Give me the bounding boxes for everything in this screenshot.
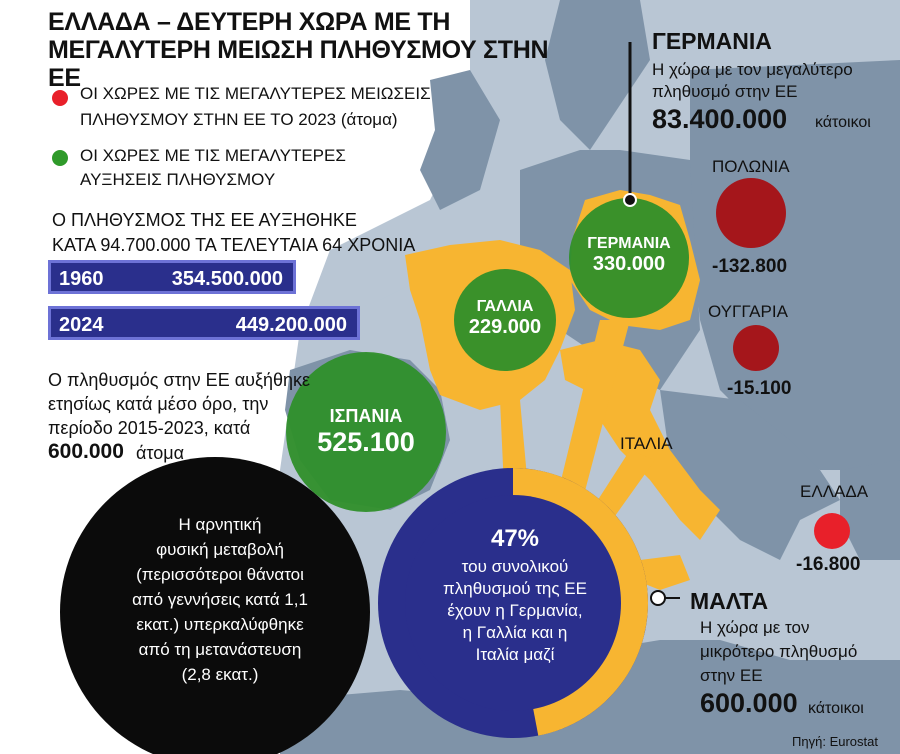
france-name: ΓΑΛΛΙΑ <box>476 298 534 315</box>
malta-note-unit: κάτοικοι <box>808 700 864 717</box>
eu-share-line: έχουν η Γερμανία, <box>447 601 583 620</box>
natural-change-circle <box>60 457 370 754</box>
malta-note-number: 600.000 <box>700 688 798 718</box>
natural-change-line: από γεννήσεις κατά 1,1 <box>132 590 308 609</box>
natural-change-line: (περισσότεροι θάνατοι <box>136 565 304 584</box>
greece-value: -16.800 <box>796 554 861 575</box>
france-value: 229.000 <box>468 316 542 338</box>
legend-green-line1: ΟΙ ΧΩΡΕΣ ΜΕ ΤΙΣ ΜΕΓΑΛΥΤΕΡΕΣ <box>80 146 346 165</box>
germany-name: ΓΕΡΜΑΝΙΑ <box>587 235 671 252</box>
germany-note-desc2: πληθυσμό στην ΕΕ <box>652 82 798 101</box>
avg-line2: ετησίως κατά μέσο όρο, την <box>48 394 269 414</box>
natural-change-line: από τη μετανάστευση <box>138 640 302 659</box>
germany-callout-dot <box>623 193 637 207</box>
bar-1960: 1960 354.500.000 <box>48 260 296 294</box>
france-bubble <box>454 269 556 371</box>
germany-note-unit: κάτοικοι <box>815 114 871 131</box>
bar-2024-value: 449.200.000 <box>235 314 347 336</box>
poland-name: ΠΟΛΩΝΙΑ <box>712 157 790 176</box>
hungary-name: ΟΥΓΓΑΡΙΑ <box>708 302 788 321</box>
germany-note-number: 83.400.000 <box>652 104 788 134</box>
land-turkey <box>840 460 900 560</box>
bar-1960-value: 354.500.000 <box>171 268 283 290</box>
malta-marker <box>650 590 666 606</box>
growth-line1: Ο ΠΛΗΘΥΣΜΟΣ ΤΗΣ ΕΕ ΑΥΞΗΘΗΚΕ <box>52 210 357 230</box>
france-bubble-label: ΓΑΛΛΙΑ 229.000 <box>445 298 565 339</box>
greece-bubble <box>814 513 850 549</box>
natural-change-line: εκατ.) υπερκαλύφθηκε <box>136 615 304 634</box>
natural-change-text: Η αρνητική φυσική μεταβολή (περισσότεροι… <box>70 512 370 687</box>
italy-name: ΙΤΑΛΙΑ <box>620 434 673 453</box>
spain-bubble <box>286 352 446 512</box>
legend-red-line2: ΠΛΗΘΥΣΜΟΥ ΣΤΗΝ ΕΕ ΤΟ 2023 (άτομα) <box>80 110 398 129</box>
eu-share-line: Ιταλία μαζί <box>475 645 555 664</box>
avg-line1: Ο πληθυσμός στην ΕΕ αυξήθηκε <box>48 370 311 390</box>
spain-name: ΙΣΠΑΝΙΑ <box>329 406 403 426</box>
hungary-value: -15.100 <box>727 378 792 399</box>
source-credit: Πηγή: Eurostat <box>792 734 878 749</box>
avg-line3: περίοδο 2015-2023, κατά <box>48 418 251 438</box>
avg-unit: άτομα <box>136 443 185 463</box>
natural-change-line: (2,8 εκατ.) <box>181 665 259 684</box>
natural-change-line: Η αρνητική <box>178 515 262 534</box>
legend-green-line2: ΑΥΞΗΣΕΙΣ ΠΛΗΘΥΣΜΟΥ <box>80 170 276 189</box>
eu-share-line: η Γαλλία και η <box>462 623 568 642</box>
hungary-bubble <box>733 325 779 371</box>
greece-name: ΕΛΛΑΔΑ <box>800 482 869 501</box>
land-scandinavia <box>545 0 650 150</box>
page-title: ΕΛΛΑΔΑ – ΔΕΥΤΕΡΗ ΧΩΡΑ ΜΕ ΤΗ ΜΕΓΑΛΥΤΕΡΗ Μ… <box>48 8 549 92</box>
sicily-shape <box>635 555 690 590</box>
green-dot-icon <box>52 150 68 166</box>
eu-share-line: του συνολικού <box>461 557 569 576</box>
eu-share-donut <box>378 468 648 738</box>
legend-red-line1: ΟΙ ΧΩΡΕΣ ΜΕ ΤΙΣ ΜΕΓΑΛΥΤΕΡΕΣ ΜΕΙΩΣΕΙΣ <box>80 84 431 103</box>
eu-share-line: πληθυσμού της ΕΕ <box>443 579 587 598</box>
malta-note-desc1: Η χώρα με τον <box>700 618 810 637</box>
bar-2024: 2024 449.200.000 <box>48 306 360 340</box>
land-uk <box>420 70 500 210</box>
red-dot-icon <box>52 90 68 106</box>
germany-bubble-label: ΓΕΡΜΑΝΙΑ 330.000 <box>569 235 689 276</box>
sea-area-west <box>300 280 430 380</box>
eu-share-text: 47% του συνολικού πληθυσμού της ΕΕ έχουν… <box>410 525 620 666</box>
malta-note-title: ΜΑΛΤΑ <box>690 588 769 614</box>
land-east-europe <box>690 60 900 470</box>
bar-1960-year: 1960 <box>59 268 104 290</box>
poland-bubble <box>716 178 786 248</box>
germany-note-desc1: Η χώρα με τον μεγαλύτερο <box>652 60 853 79</box>
malta-note-desc2: μικρότερο πληθυσμό <box>700 642 858 661</box>
malta-note-desc3: στην ΕΕ <box>700 666 763 685</box>
poland-value: -132.800 <box>712 256 788 277</box>
bar-2024-year: 2024 <box>59 314 104 336</box>
eu-share-percent: 47% <box>490 525 540 552</box>
growth-line2: ΚΑΤΑ 94.700.000 ΤΑ ΤΕΛΕΥΤΑΙΑ 64 ΧΡΟΝΙΑ <box>52 235 416 255</box>
avg-number: 600.000 <box>48 440 124 463</box>
natural-change-line: φυσική μεταβολή <box>156 540 284 559</box>
spain-bubble-label: ΙΣΠΑΝΙΑ 525.100 <box>296 406 436 458</box>
germany-bubble <box>569 198 689 318</box>
connector-germany <box>555 320 630 510</box>
germany-value: 330.000 <box>592 253 666 275</box>
germany-note-title: ΓΕΡΜΑΝΙΑ <box>652 28 772 54</box>
spain-value: 525.100 <box>317 427 415 457</box>
land-balkans <box>660 390 840 560</box>
